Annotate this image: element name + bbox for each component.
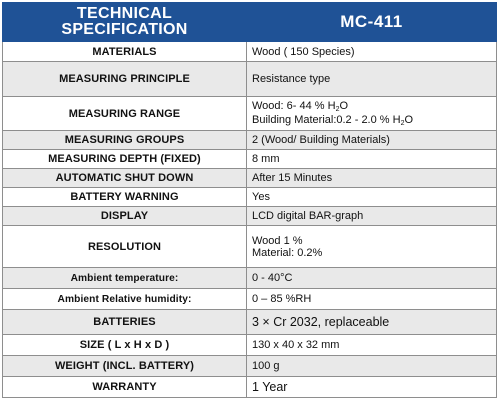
- row-label: RESOLUTION: [2, 225, 247, 268]
- row-label: MEASURING GROUPS: [2, 130, 247, 150]
- row-value: 1 Year: [246, 376, 497, 398]
- row-label: WARRANTY: [2, 376, 247, 398]
- row-value: Wood ( 150 Species): [246, 41, 497, 62]
- header-title-line2: SPECIFICATION: [61, 21, 188, 38]
- row-batteries: BATTERIES 3 × Cr 2032, replaceable: [2, 309, 497, 335]
- row-label: BATTERY WARNING: [2, 187, 247, 207]
- row-value: LCD digital BAR-graph: [246, 206, 497, 226]
- row-label: MATERIALS: [2, 41, 247, 62]
- spec-table: TECHNICAL SPECIFICATION MC-411 MATERIALS…: [2, 2, 497, 398]
- row-label: MEASURING DEPTH (FIXED): [2, 149, 247, 169]
- row-measuring-principle: MEASURING PRINCIPLE Resistance type: [2, 61, 497, 97]
- row-battery-warning: BATTERY WARNING Yes: [2, 187, 497, 207]
- row-value: 130 x 40 x 32 mm: [246, 334, 497, 356]
- row-label: WEIGHT (INCL. BATTERY): [2, 355, 247, 377]
- row-label: SIZE ( L x H x D ): [2, 334, 247, 356]
- range-wood: Wood: 6- 44 % H2O: [252, 99, 349, 113]
- row-label: Ambient temperature:: [2, 267, 247, 289]
- header-row: TECHNICAL SPECIFICATION MC-411: [2, 2, 497, 42]
- row-value: 100 g: [246, 355, 497, 377]
- row-value: Wood 1 % Material: 0.2%: [246, 225, 497, 268]
- row-measuring-range: MEASURING RANGE Wood: 6- 44 % H2O Buildi…: [2, 96, 497, 131]
- resolution-material: Material: 0.2%: [252, 246, 323, 259]
- row-value: Wood: 6- 44 % H2O Building Material:0.2 …: [246, 96, 497, 131]
- row-label: MEASURING PRINCIPLE: [2, 61, 247, 97]
- row-value: 2 (Wood/ Building Materials): [246, 130, 497, 150]
- row-value: After 15 Minutes: [246, 168, 497, 188]
- row-materials: MATERIALS Wood ( 150 Species): [2, 41, 497, 62]
- row-display: DISPLAY LCD digital BAR-graph: [2, 206, 497, 226]
- row-label: AUTOMATIC SHUT DOWN: [2, 168, 247, 188]
- row-warranty: WARRANTY 1 Year: [2, 376, 497, 398]
- row-value: 0 – 85 %RH: [246, 288, 497, 310]
- row-value: 8 mm: [246, 149, 497, 169]
- row-ambient-humidity: Ambient Relative humidity: 0 – 85 %RH: [2, 288, 497, 310]
- row-measuring-groups: MEASURING GROUPS 2 (Wood/ Building Mater…: [2, 130, 497, 150]
- row-value: 0 - 40°C: [246, 267, 497, 289]
- row-ambient-temperature: Ambient temperature: 0 - 40°C: [2, 267, 497, 289]
- row-weight: WEIGHT (INCL. BATTERY) 100 g: [2, 355, 497, 377]
- row-measuring-depth: MEASURING DEPTH (FIXED) 8 mm: [2, 149, 497, 169]
- row-resolution: RESOLUTION Wood 1 % Material: 0.2%: [2, 225, 497, 268]
- range-building-material: Building Material:0.2 - 2.0 % H2O: [252, 113, 414, 127]
- header-title-line1: TECHNICAL: [76, 5, 173, 22]
- row-value: Resistance type: [246, 61, 497, 97]
- row-value: Yes: [246, 187, 497, 207]
- row-label: MEASURING RANGE: [2, 96, 247, 131]
- row-label: Ambient Relative humidity:: [2, 288, 247, 310]
- row-label: DISPLAY: [2, 206, 247, 226]
- header-model: MC-411: [246, 2, 497, 42]
- header-spec-title: TECHNICAL SPECIFICATION: [2, 2, 247, 42]
- row-size: SIZE ( L x H x D ) 130 x 40 x 32 mm: [2, 334, 497, 356]
- row-label: BATTERIES: [2, 309, 247, 335]
- row-auto-shutdown: AUTOMATIC SHUT DOWN After 15 Minutes: [2, 168, 497, 188]
- resolution-wood: Wood 1 %: [252, 234, 303, 247]
- row-value: 3 × Cr 2032, replaceable: [246, 309, 497, 335]
